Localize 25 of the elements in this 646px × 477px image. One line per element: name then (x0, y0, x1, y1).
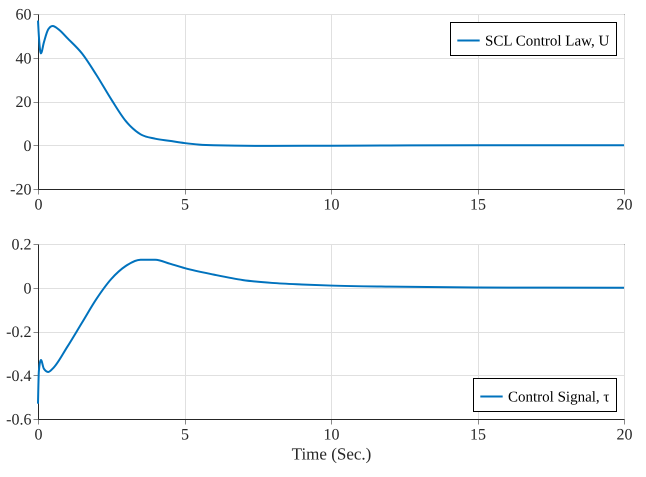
y-tick-label: 20 (16, 94, 32, 111)
y-tick-label: 0 (24, 138, 32, 155)
y-tick-label: -0.4 (6, 368, 32, 385)
x-tick-label: 10 (324, 426, 340, 444)
y-tick-label: -0.6 (6, 412, 32, 428)
y-tick-label: 60 (16, 6, 32, 24)
x-tick-label: 0 (34, 196, 42, 214)
x-tick-label: 15 (470, 196, 486, 214)
y-tick-label: 0 (24, 280, 32, 298)
y-tick-label: 0.2 (12, 236, 32, 254)
y-tick-label: -20 (10, 182, 32, 198)
line-series (37, 20, 625, 147)
x-tick-label: 20 (616, 196, 632, 214)
legend-label: Control Signal, τ (508, 390, 610, 406)
x-axis-title: Time (Sec.) (292, 444, 372, 464)
x-tick-label: 20 (616, 426, 632, 444)
x-tick-label: 5 (181, 196, 189, 214)
x-tick-label: 10 (324, 196, 340, 214)
y-tick-label: 40 (16, 50, 32, 68)
x-tick-label: 5 (181, 426, 189, 444)
x-tick-label: 0 (34, 426, 42, 444)
y-tick-label: -0.2 (6, 324, 32, 341)
x-tick-label: 15 (470, 426, 486, 444)
legend-label: SCL Control Law, U (485, 34, 610, 50)
line-series (37, 258, 625, 405)
